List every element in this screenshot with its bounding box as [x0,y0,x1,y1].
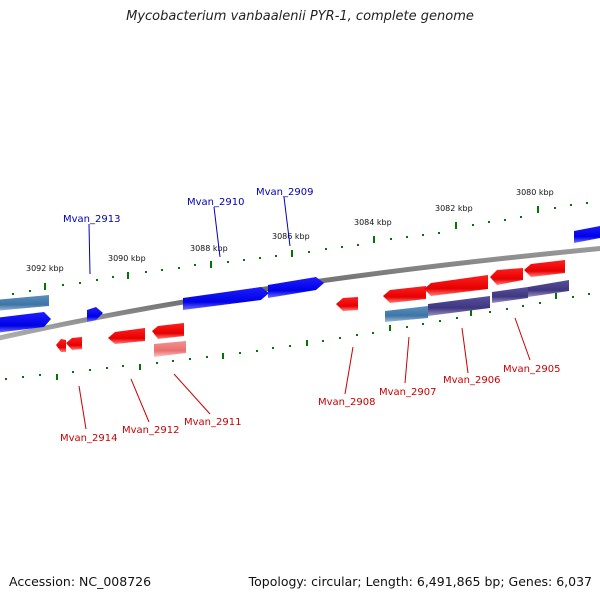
gene-feature-steelblue[interactable] [385,306,428,322]
scale-tick-major [555,293,557,299]
scale-tick-major [306,340,308,346]
gene-label-Mvan_2906[interactable]: Mvan_2906 [443,375,500,386]
leader-line [88,223,91,275]
gene-feature-Mvan_2908[interactable] [336,297,358,311]
leader-line [130,378,150,423]
scale-tick-major [373,236,375,243]
leader-line [344,346,354,395]
scale-tick-major [139,364,141,370]
scale-label: 3088 kbp [190,244,228,253]
accession-text: Accession: NC_008726 [9,574,152,589]
gene-label-Mvan_2910[interactable]: Mvan_2910 [187,197,244,208]
forward-strand-features [0,225,600,333]
scale-label: 3090 kbp [108,254,146,263]
scale-tick-major [44,283,46,290]
lower-scale-track [5,293,590,380]
gene-feature-slateblue[interactable] [492,287,528,303]
reverse-strand-features [56,260,569,357]
topology-text: Topology: circular; Length: 6,491,865 bp… [248,574,592,589]
scale-tick-major [127,272,129,279]
scale-label: 3092 kbp [26,264,64,273]
scale-tick-major [291,250,293,257]
gene-label-Mvan_2911[interactable]: Mvan_2911 [184,417,241,428]
genome-title: Mycobacterium vanbaalenii PYR-1, complet… [126,9,474,24]
gene-feature-forward[interactable] [574,225,600,243]
gene-feature-Mvan_2905[interactable] [490,268,523,285]
leader-line [78,385,87,430]
leader-line [404,336,410,384]
gene-label-Mvan_2907[interactable]: Mvan_2907 [379,387,436,398]
gene-feature-reverse[interactable] [524,260,565,277]
scale-label: 3082 kbp [435,204,473,213]
leader-line [514,317,531,361]
gene-feature-Mvan_2910[interactable] [183,287,269,310]
leader-line [213,206,221,258]
leader-line [283,196,291,247]
gene-feature-Mvan_2911[interactable] [152,323,184,339]
scale-tick-major [222,353,224,359]
scale-tick-major [537,206,539,213]
gene-feature-slateblue[interactable] [528,280,569,297]
leader-line [173,373,211,415]
gene-label-Mvan_2912[interactable]: Mvan_2912 [122,425,179,436]
gene-feature-Mvan_2909[interactable] [268,277,324,298]
gene-feature-Mvan_2912[interactable] [108,328,145,344]
scale-label: 3084 kbp [354,218,392,227]
leader-line [461,327,469,374]
gene-label-Mvan_2909[interactable]: Mvan_2909 [256,187,313,198]
gene-label-Mvan_2914[interactable]: Mvan_2914 [60,433,117,444]
scale-label: 3080 kbp [516,188,554,197]
gene-feature-slateblue[interactable] [428,296,490,316]
gene-feature-forward[interactable] [0,312,51,333]
scale-tick-major [210,261,212,268]
gene-feature-forward[interactable] [87,307,103,322]
scale-tick-major [389,325,391,331]
gene-label-Mvan_2905[interactable]: Mvan_2905 [503,364,560,375]
scale-label: 3086 kbp [272,232,310,241]
gene-feature-reverse[interactable] [56,339,66,352]
scale-tick-major [455,222,457,229]
gene-feature-pink[interactable] [154,341,186,357]
scale-tick-major [56,374,58,380]
gene-label-Mvan_2908[interactable]: Mvan_2908 [318,397,375,408]
gene-feature-Mvan_2906[interactable] [424,275,488,296]
gene-feature-steelblue[interactable] [0,295,49,311]
gene-label-Mvan_2913[interactable]: Mvan_2913 [63,214,120,225]
upper-scale-track [12,202,588,295]
gene-feature-Mvan_2907[interactable] [383,286,426,303]
scale-tick-major [470,310,472,316]
gene-feature-Mvan_2914[interactable] [66,337,82,350]
